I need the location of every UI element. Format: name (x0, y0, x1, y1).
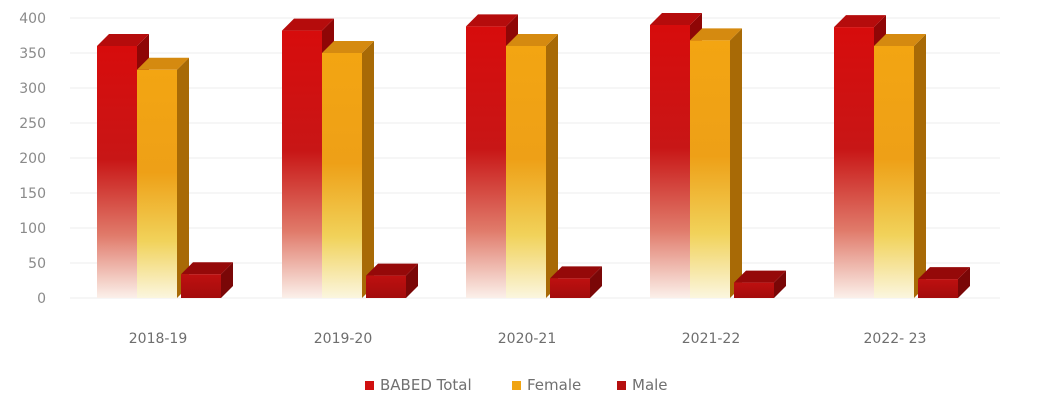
bar-side (730, 28, 742, 299)
x-category-label: 2022- 23 (864, 331, 927, 347)
bar-top (137, 57, 189, 70)
bar-front (690, 40, 730, 299)
bar-top (550, 266, 602, 279)
bar-front (137, 69, 177, 298)
bar-front (650, 25, 690, 298)
bar-top (181, 262, 233, 275)
bar-top (918, 267, 970, 280)
bar-top (282, 18, 334, 31)
bar-side (406, 263, 418, 298)
bar-front (874, 46, 914, 298)
bar-front (282, 30, 322, 298)
y-tick-label: 150 (19, 186, 46, 202)
bar-top (506, 34, 558, 46)
legend-item-babed-total: BABED Total (365, 376, 472, 394)
bar-top (366, 263, 418, 276)
y-axis-ticks: 0 50 100 150 200 250 300 350 400 (19, 11, 46, 307)
bar-male-2021-22 (734, 270, 786, 298)
y-tick-label: 0 (37, 291, 46, 307)
legend-swatch (512, 381, 521, 390)
bar-top (690, 28, 742, 41)
bar-front (734, 282, 774, 298)
bar-top (466, 14, 518, 27)
legend-swatch (617, 381, 626, 390)
bar-front (550, 278, 590, 298)
legend: BABED Total Female Male (365, 376, 668, 394)
x-category-label: 2020-21 (498, 331, 557, 347)
bar-side (546, 34, 558, 298)
bar-top (734, 270, 786, 283)
bar-front (366, 275, 406, 298)
legend-item-female: Female (512, 376, 581, 394)
bar-top (97, 34, 149, 46)
bar-top (874, 34, 926, 46)
bars (97, 13, 970, 299)
y-tick-label: 350 (19, 46, 46, 62)
bar-male-2022-23 (918, 267, 970, 298)
bar-front (322, 53, 362, 298)
bar-female-2018-19 (137, 57, 189, 298)
bar-top (650, 13, 702, 25)
bar-top (834, 15, 886, 28)
bar-front (97, 46, 137, 298)
y-tick-label: 400 (19, 11, 46, 27)
bar-side (958, 267, 970, 298)
bar-female-2021-22 (690, 28, 742, 299)
bar-male-2019-20 (366, 263, 418, 298)
bar-side (362, 41, 374, 298)
legend-label: Male (632, 376, 668, 394)
y-tick-label: 300 (19, 81, 46, 97)
legend-label: BABED Total (380, 376, 472, 394)
bar-front (466, 26, 506, 299)
y-tick-label: 200 (19, 151, 46, 167)
legend-label: Female (527, 376, 581, 394)
bar-top (322, 41, 374, 53)
x-category-label: 2019-20 (314, 331, 373, 347)
bar-female-2019-20 (322, 41, 374, 298)
bar-front (506, 46, 546, 298)
bar-side (590, 266, 602, 298)
bar-side (774, 270, 786, 298)
y-tick-label: 50 (28, 256, 46, 272)
bar-front (181, 274, 221, 298)
x-axis-categories: 2018-19 2019-20 2020-21 2021-22 2022- 23 (129, 331, 927, 347)
bar-female-2020-21 (506, 34, 558, 298)
legend-item-male: Male (617, 376, 668, 394)
bar-side (914, 34, 926, 298)
x-category-label: 2018-19 (129, 331, 188, 347)
bar-front (918, 279, 958, 298)
bar-male-2020-21 (550, 266, 602, 298)
bar-female-2022-23 (874, 34, 926, 298)
y-tick-label: 100 (19, 221, 46, 237)
legend-swatch (365, 381, 374, 390)
x-category-label: 2021-22 (682, 331, 741, 347)
bar-side (221, 262, 233, 298)
bar-front (834, 27, 874, 298)
bar-side (177, 57, 189, 298)
bar-male-2018-19 (181, 262, 233, 298)
y-tick-label: 250 (19, 116, 46, 132)
